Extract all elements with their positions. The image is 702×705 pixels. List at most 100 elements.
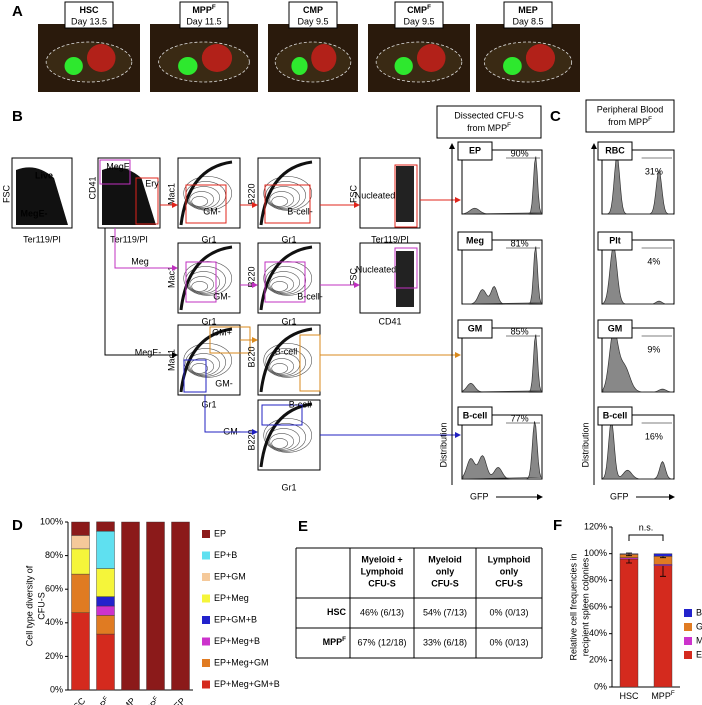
legend-label: EP+GM (214, 571, 246, 581)
gate-label: Nucleated (356, 264, 397, 274)
gate-label: Mac1 (166, 183, 176, 205)
red-signal (525, 44, 556, 72)
bar-segment (71, 548, 90, 575)
table-row-header: MPPF (323, 636, 347, 648)
population (179, 160, 233, 226)
panel-label: D (12, 517, 23, 534)
red-signal (416, 44, 446, 72)
population (259, 160, 313, 226)
cell-day: Day 11.5 (186, 16, 221, 26)
bar-segment (96, 615, 115, 635)
contour (189, 358, 214, 375)
y-tick-label: 60% (589, 601, 607, 611)
table-header: CFU-S (431, 578, 459, 588)
gate (299, 334, 321, 392)
gate (135, 177, 159, 225)
superscript: F (342, 636, 346, 643)
x-tick-label: MPPF (651, 690, 675, 702)
gate (99, 159, 131, 185)
histogram-frame (461, 414, 543, 480)
legend-label: GM (696, 621, 702, 631)
gate-label: FSC (1, 184, 11, 203)
legend-swatch (684, 637, 692, 645)
contour (269, 276, 295, 293)
bar-segment (96, 605, 115, 616)
gate-label: B220 (246, 266, 256, 287)
label-text: HSC (327, 607, 347, 617)
label-box (288, 1, 338, 29)
bar-segment (653, 564, 673, 566)
contour (269, 433, 295, 450)
y-axis-label: CFU-S (36, 592, 46, 620)
gate-label: B-cell (275, 346, 298, 356)
gate (185, 261, 217, 303)
y-tick-label: 40% (45, 617, 63, 627)
legend-label: EP+B (214, 550, 237, 560)
contour (191, 281, 208, 292)
gate (261, 404, 303, 426)
legend-swatch (202, 637, 210, 646)
gate-label: Ter119/PI (371, 234, 409, 244)
gate (394, 164, 418, 228)
gate-label: FSC (348, 267, 358, 286)
contour (269, 191, 295, 208)
population (396, 166, 414, 222)
x-tick-label: MPPF (88, 695, 113, 705)
label-text: from MPP (608, 117, 648, 127)
gate (264, 184, 311, 224)
y-tick-label: 0% (594, 681, 607, 691)
population (259, 402, 313, 468)
legend-label: EP+Meg+GM (214, 657, 269, 667)
gate (183, 359, 207, 393)
label-text: MPP (651, 691, 671, 701)
contour (263, 261, 313, 296)
bar-segment (71, 573, 90, 613)
histogram (602, 419, 674, 480)
y-tick-label: 120% (584, 521, 607, 531)
panel-title: from MPPF (467, 122, 511, 134)
cell-name: MPPF (192, 4, 216, 16)
contour (271, 196, 289, 207)
gate-label: CD41 (378, 316, 401, 326)
label-text: CMP (303, 5, 323, 15)
contour (271, 363, 289, 374)
y-tick-label: 20% (45, 651, 63, 661)
cell-name: MEP (518, 5, 538, 15)
arrow (104, 228, 178, 358)
percent-label: 77% (511, 413, 529, 423)
superscript: F (648, 116, 652, 123)
green-signal (64, 57, 83, 75)
x-tick-label: CMPF (137, 695, 162, 705)
gate-label: CD41 (87, 176, 97, 199)
gate-label: MegE- (135, 347, 162, 357)
superscript: F (671, 690, 675, 697)
histogram-label: RBC (605, 145, 625, 155)
gate-label: Nucleated (355, 190, 396, 200)
contour (265, 266, 307, 295)
y-tick-label: 60% (45, 584, 63, 594)
legend-swatch (202, 530, 210, 538)
label-text: CMP (116, 696, 137, 705)
legend-swatch (202, 551, 210, 560)
bar-segment (96, 633, 115, 691)
gate-label: Ter119/PI (110, 234, 148, 244)
label-box (457, 319, 493, 339)
contour (189, 276, 214, 293)
contour (263, 176, 313, 211)
label-text: CMP (139, 699, 160, 705)
contour (263, 343, 313, 378)
gate-label: B-cell (289, 399, 312, 409)
percent-label: 16% (645, 431, 663, 441)
cell-name: HSC (79, 5, 99, 15)
red-signal (201, 44, 233, 72)
superscript: F (212, 4, 216, 11)
y-axis-label: Relative cell frequencies in (568, 553, 578, 660)
contour (265, 181, 307, 210)
percent-label: 31% (645, 166, 663, 176)
table-cell: 0% (0/13) (489, 607, 528, 617)
green-signal (291, 57, 308, 75)
table-header: only (500, 566, 519, 576)
label-text: HSC (79, 5, 99, 15)
gate-label: B-cell- (297, 291, 323, 301)
y-tick-label: 20% (589, 655, 607, 665)
